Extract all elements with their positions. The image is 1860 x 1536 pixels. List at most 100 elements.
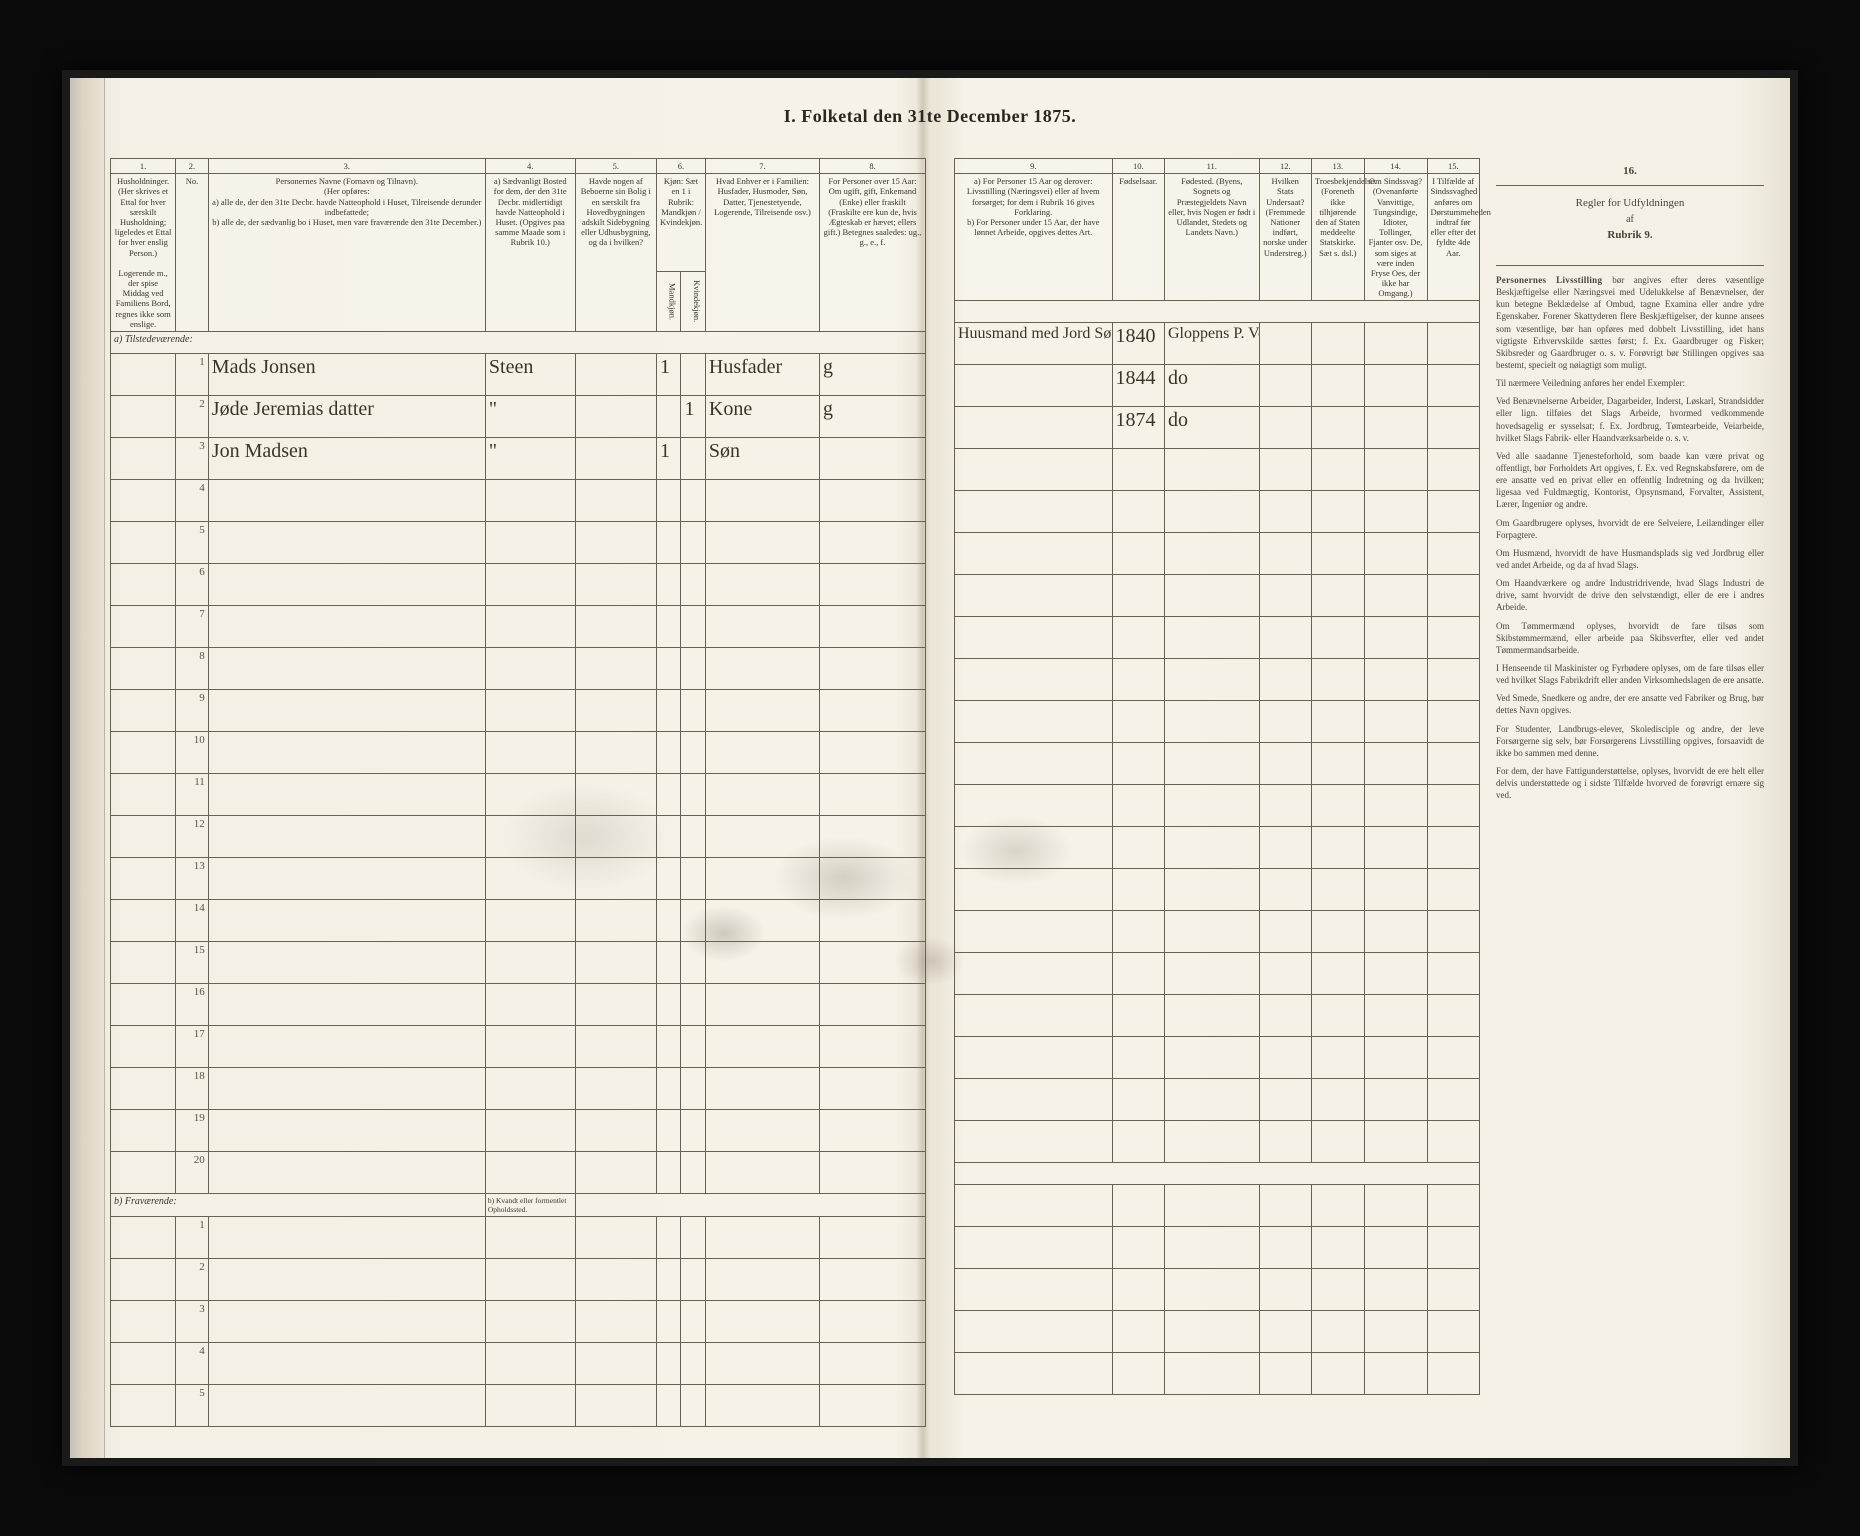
table-row <box>955 1037 1480 1079</box>
section-a-spacer <box>955 301 1480 323</box>
cell <box>1259 491 1312 533</box>
cell <box>1312 995 1365 1037</box>
cell <box>1165 953 1260 995</box>
cell <box>1427 617 1480 659</box>
cell <box>1112 1079 1165 1121</box>
cell <box>575 480 657 522</box>
cell <box>485 1110 575 1152</box>
cell: Kone <box>705 396 819 438</box>
cell <box>820 1301 926 1343</box>
cell <box>1427 407 1480 449</box>
colnum-15: 15. <box>1427 159 1480 174</box>
cell <box>1165 701 1260 743</box>
hdr-male: Mandkjøn. <box>657 272 681 332</box>
cell <box>1312 323 1365 365</box>
cell <box>1427 1269 1480 1311</box>
colnum-5: 5. <box>575 159 657 174</box>
rules-paragraph: For Studenter, Landbrugs-elever, Skoledi… <box>1496 723 1764 759</box>
cell <box>485 1385 575 1427</box>
cell <box>657 648 681 690</box>
cell <box>820 1068 926 1110</box>
cell <box>681 1068 705 1110</box>
cell <box>208 774 485 816</box>
colnum-9: 9. <box>955 159 1113 174</box>
cell <box>705 1068 819 1110</box>
cell <box>208 1301 485 1343</box>
cell <box>1312 1311 1365 1353</box>
cell <box>657 1301 681 1343</box>
cell <box>575 396 657 438</box>
cell <box>1259 617 1312 659</box>
cell <box>1427 491 1480 533</box>
cell <box>575 858 657 900</box>
cell <box>657 732 681 774</box>
hdr-c6: Kjøn: Sæt en 1 i Rubrik: Mandkjøn / Kvin… <box>657 174 706 272</box>
cell <box>1312 1185 1365 1227</box>
right-page: 9. 10. 11. 12. 13. 14. 15. a) For Person… <box>940 108 1770 1438</box>
cell <box>955 659 1113 701</box>
census-ledger-spread: I. Folketal den 31te December 1875. 1. 2… <box>70 78 1790 1458</box>
cell <box>681 1217 705 1259</box>
cell <box>681 816 705 858</box>
rules-title: Regler for Udfyldningen <box>1496 196 1764 211</box>
cell <box>1312 827 1365 869</box>
cell <box>1312 533 1365 575</box>
cell <box>1364 869 1427 911</box>
cell <box>111 1301 176 1343</box>
cell <box>1259 1121 1312 1163</box>
cell <box>705 732 819 774</box>
cell <box>111 1259 176 1301</box>
cell <box>955 1311 1113 1353</box>
cell <box>657 1152 681 1194</box>
cell <box>1165 617 1260 659</box>
row-number: 17 <box>176 1026 209 1068</box>
rules-body: Personernes Livsstilling bør angives eft… <box>1496 274 1764 801</box>
cell <box>1259 323 1312 365</box>
cell: g <box>820 354 926 396</box>
cell <box>705 1026 819 1068</box>
cell <box>681 564 705 606</box>
cell <box>955 827 1113 869</box>
cell <box>208 480 485 522</box>
colnum-4: 4. <box>485 159 575 174</box>
cell <box>1427 1037 1480 1079</box>
cell <box>485 480 575 522</box>
cell <box>111 1152 176 1194</box>
cell <box>1364 1121 1427 1163</box>
cell <box>1364 1185 1427 1227</box>
cell <box>1259 911 1312 953</box>
cell <box>955 1037 1113 1079</box>
rules-rubrik: Rubrik 9. <box>1496 228 1764 249</box>
left-table: 1. 2. 3. 4. 5. 6. 7. 8. Husholdninger. (… <box>110 158 926 1427</box>
hdr-c1: Husholdninger. (Her skrives et Ettal for… <box>111 174 176 332</box>
cell <box>705 1259 819 1301</box>
cell <box>1427 1079 1480 1121</box>
cell <box>208 564 485 606</box>
cell <box>485 942 575 984</box>
cell <box>575 1343 657 1385</box>
cell <box>657 522 681 564</box>
cell <box>575 1217 657 1259</box>
cell <box>820 438 926 480</box>
cell <box>485 984 575 1026</box>
table-row <box>955 1079 1480 1121</box>
cell <box>575 354 657 396</box>
cell <box>1427 449 1480 491</box>
row-number: 3 <box>176 438 209 480</box>
cell <box>1259 1185 1312 1227</box>
colnum-6: 6. <box>657 159 706 174</box>
row-number: 10 <box>176 732 209 774</box>
table-row <box>955 869 1480 911</box>
cell <box>705 774 819 816</box>
cell <box>1165 911 1260 953</box>
cell <box>1165 827 1260 869</box>
cell <box>208 858 485 900</box>
cell: Mads Jonsen <box>208 354 485 396</box>
cell <box>575 438 657 480</box>
cell <box>208 816 485 858</box>
cell: 1874 <box>1112 407 1165 449</box>
table-row <box>955 1121 1480 1163</box>
cell <box>657 1068 681 1110</box>
cell <box>955 743 1113 785</box>
table-row: 19 <box>111 1110 926 1152</box>
